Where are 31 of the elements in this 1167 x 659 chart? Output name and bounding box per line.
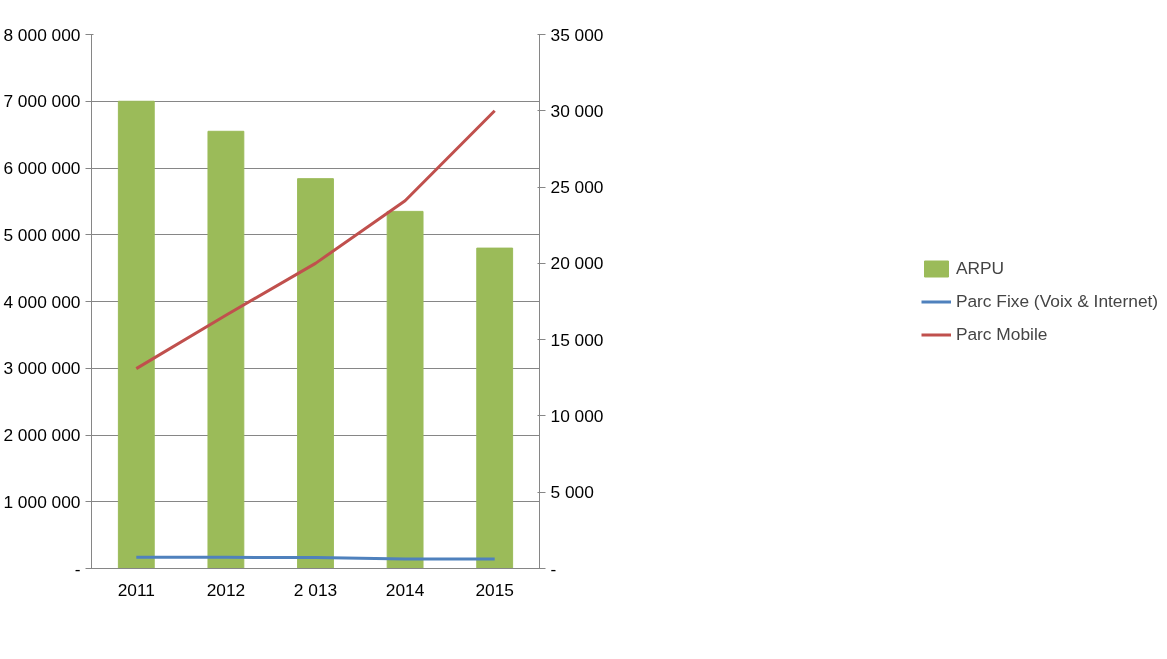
y2-tick-label: 25 000: [550, 177, 604, 198]
y-tick-label: -: [74, 558, 81, 579]
legend-label: ARPU: [955, 257, 1005, 279]
bar: [207, 130, 245, 569]
y-tick-label: 1 000 000: [3, 491, 81, 512]
y2-tick-label: 15 000: [550, 329, 604, 350]
x-tick-label: 2015: [475, 579, 514, 600]
x-tick-label: 2011: [117, 579, 155, 600]
legend-label: Parc Fixe (Voix & Internet): [955, 290, 1159, 312]
legend-label: Parc Mobile: [955, 323, 1048, 345]
x-tick-label: 2 013: [293, 579, 338, 600]
y2-tick-label: -: [550, 558, 557, 579]
x-tick-label: 2012: [206, 579, 246, 600]
y-tick-label: 8 000 000: [3, 24, 81, 45]
y2-tick-label: 5 000: [550, 482, 594, 503]
x-tick-label: 2014: [385, 579, 425, 600]
y-tick-label: 5 000 000: [3, 224, 81, 245]
bar: [297, 178, 334, 569]
bar: [386, 210, 424, 569]
bar: [117, 100, 155, 569]
y2-tick-label: 10 000: [550, 405, 604, 426]
y2-tick-label: 35 000: [550, 24, 604, 45]
y2-tick-label: 30 000: [550, 100, 604, 121]
bar: [476, 247, 514, 569]
line-series: [134, 109, 497, 371]
y2-tick-label: 20 000: [550, 253, 604, 274]
y-tick-label: 4 000 000: [3, 291, 81, 312]
y-tick-label: 2 000 000: [3, 425, 81, 445]
y-tick-label: 7 000 000: [3, 91, 81, 112]
y-tick-label: 6 000 000: [3, 158, 81, 178]
y-tick-label: 3 000 000: [3, 358, 81, 379]
